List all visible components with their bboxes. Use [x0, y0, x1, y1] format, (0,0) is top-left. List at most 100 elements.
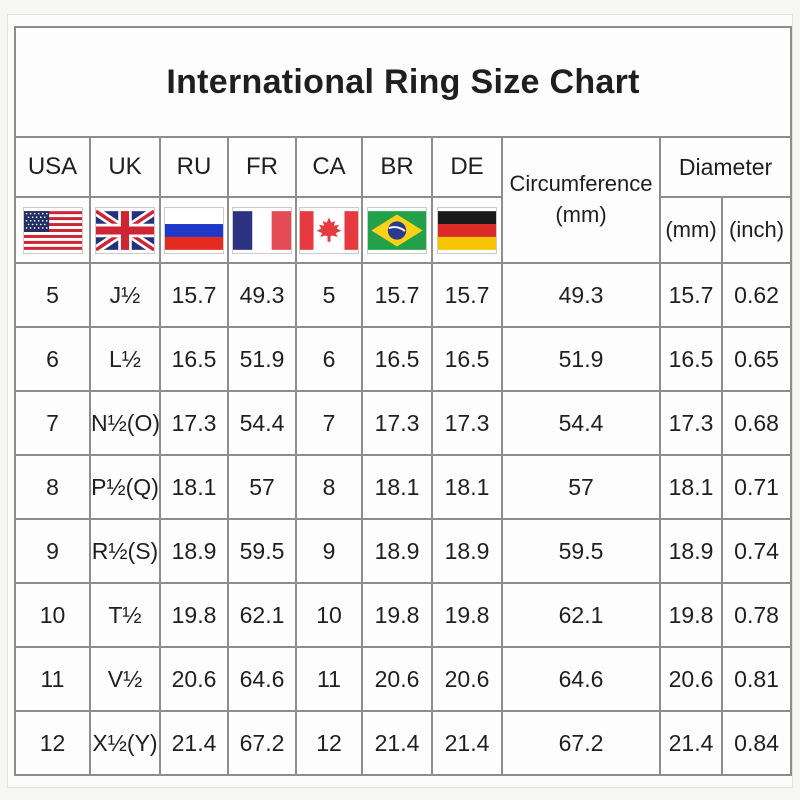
- cell-uk: R½(S): [89, 518, 161, 584]
- cell-ca: 8: [295, 454, 363, 520]
- ru-flag-icon: [165, 210, 223, 250]
- country-code-header-row: USA UK RU FR CA BR DE Circumference (mm)…: [14, 136, 793, 264]
- cell-fr: 49.3: [227, 262, 297, 328]
- cell-circumference_mm: 54.4: [501, 390, 661, 456]
- cell-br: 15.7: [361, 262, 433, 328]
- cell-uk: P½(Q): [89, 454, 161, 520]
- cell-br: 19.8: [361, 582, 433, 648]
- flag-cell-ru: [159, 196, 229, 264]
- cell-circumference_mm: 51.9: [501, 326, 661, 392]
- flag-cell-fr: [227, 196, 297, 264]
- table-body: 5 J½ 15.7 49.3 5 15.7 15.7 49.3 15.7 0.62 6 L½ 16.5 5…: [14, 262, 793, 776]
- cell-ca: 12: [295, 710, 363, 776]
- cell-diameter_inch: 0.84: [720, 710, 793, 776]
- cell-fr: 64.6: [227, 646, 297, 712]
- cell-diameter_mm: 19.8: [659, 582, 723, 648]
- column-header-br: BR: [361, 136, 433, 198]
- table-row: 5 J½ 15.7 49.3 5 15.7 15.7 49.3 15.7 0.62: [14, 262, 793, 328]
- table-row: 6 L½ 16.5 51.9 6 16.5 16.5 51.9 16.5 0.65: [14, 326, 793, 392]
- cell-circumference_mm: 57: [501, 454, 661, 520]
- cell-ru: 21.4: [159, 710, 229, 776]
- table-row: 12 X½(Y) 21.4 67.2 12 21.4 21.4 67.2 21.4 0.84: [14, 710, 793, 776]
- cell-diameter_mm: 21.4: [659, 710, 723, 776]
- column-header-diameter: Diameter: [658, 136, 793, 198]
- cell-diameter_inch: 0.78: [720, 582, 793, 648]
- cell-usa: 6: [14, 326, 91, 392]
- cell-uk: L½: [89, 326, 161, 392]
- cell-ca: 5: [295, 262, 363, 328]
- cell-usa: 12: [14, 710, 91, 776]
- cell-circumference_mm: 67.2: [501, 710, 661, 776]
- column-header-diameter-inch: (inch): [720, 196, 793, 264]
- cell-ru: 16.5: [159, 326, 229, 392]
- cell-usa: 9: [14, 518, 91, 584]
- circumference-unit: (mm): [555, 202, 607, 227]
- circumference-label: Circumference: [509, 171, 653, 197]
- cell-fr: 57: [227, 454, 297, 520]
- fr-flag-icon: [233, 210, 291, 250]
- cell-br: 16.5: [361, 326, 433, 392]
- ca-flag-icon: [300, 210, 358, 250]
- de-flag-icon: [438, 210, 496, 250]
- cell-circumference_mm: 62.1: [501, 582, 661, 648]
- cell-ca: 9: [295, 518, 363, 584]
- cell-ca: 11: [295, 646, 363, 712]
- table-row: 9 R½(S) 18.9 59.5 9 18.9 18.9 59.5 18.9 0.74: [14, 518, 793, 584]
- cell-diameter_mm: 20.6: [659, 646, 723, 712]
- table-row: 7 N½(O) 17.3 54.4 7 17.3 17.3 54.4 17.3 0.68: [14, 390, 793, 456]
- uk-flag-icon: [96, 207, 154, 253]
- cell-br: 17.3: [361, 390, 433, 456]
- cell-ca: 6: [295, 326, 363, 392]
- column-header-diameter-mm: (mm): [659, 196, 723, 264]
- cell-circumference_mm: 59.5: [501, 518, 661, 584]
- cell-ca: 10: [295, 582, 363, 648]
- cell-diameter_mm: 15.7: [659, 262, 723, 328]
- table-row: 8 P½(Q) 18.1 57 8 18.1 18.1 57 18.1 0.71: [14, 454, 793, 520]
- cell-ca: 7: [295, 390, 363, 456]
- cell-usa: 8: [14, 454, 91, 520]
- usa-flag-icon: [23, 210, 82, 250]
- cell-diameter_inch: 0.81: [720, 646, 793, 712]
- cell-ru: 17.3: [159, 390, 229, 456]
- cell-diameter_mm: 18.9: [659, 518, 723, 584]
- cell-diameter_inch: 0.62: [720, 262, 793, 328]
- cell-diameter_mm: 16.5: [659, 326, 723, 392]
- cell-ru: 20.6: [159, 646, 229, 712]
- cell-circumference_mm: 64.6: [501, 646, 661, 712]
- column-header-ru: RU: [159, 136, 229, 198]
- cell-usa: 7: [14, 390, 91, 456]
- cell-de: 16.5: [431, 326, 503, 392]
- cell-usa: 10: [14, 582, 91, 648]
- table-row: 11 V½ 20.6 64.6 11 20.6 20.6 64.6 20.6 0.81: [14, 646, 793, 712]
- cell-uk: V½: [89, 646, 161, 712]
- cell-de: 15.7: [431, 262, 503, 328]
- cell-br: 18.9: [361, 518, 433, 584]
- cell-br: 18.1: [361, 454, 433, 520]
- column-header-de: DE: [431, 136, 503, 198]
- cell-uk: J½: [89, 262, 161, 328]
- cell-usa: 11: [14, 646, 91, 712]
- cell-circumference_mm: 49.3: [501, 262, 661, 328]
- cell-fr: 54.4: [227, 390, 297, 456]
- cell-br: 21.4: [361, 710, 433, 776]
- page-title: International Ring Size Chart: [13, 26, 793, 138]
- cell-diameter_mm: 17.3: [659, 390, 723, 456]
- title-row: International Ring Size Chart: [13, 26, 793, 138]
- cell-ru: 18.9: [159, 518, 229, 584]
- cell-fr: 62.1: [227, 582, 297, 648]
- cell-de: 19.8: [431, 582, 503, 648]
- cell-ru: 18.1: [159, 454, 229, 520]
- cell-usa: 5: [14, 262, 91, 328]
- cell-ru: 19.8: [159, 582, 229, 648]
- flag-header-row: (mm) (inch): [14, 196, 793, 264]
- cell-diameter_inch: 0.71: [720, 454, 793, 520]
- flag-cell-usa: [14, 196, 91, 264]
- cell-ru: 15.7: [159, 262, 229, 328]
- cell-uk: X½(Y): [89, 710, 161, 776]
- cell-fr: 59.5: [227, 518, 297, 584]
- flag-cell-uk: [89, 196, 161, 264]
- ring-size-chart-table: International Ring Size Chart USA UK RU …: [13, 26, 793, 776]
- cell-diameter_inch: 0.65: [720, 326, 793, 392]
- column-header-ca: CA: [295, 136, 363, 198]
- column-header-circumference: Circumference (mm): [501, 136, 661, 264]
